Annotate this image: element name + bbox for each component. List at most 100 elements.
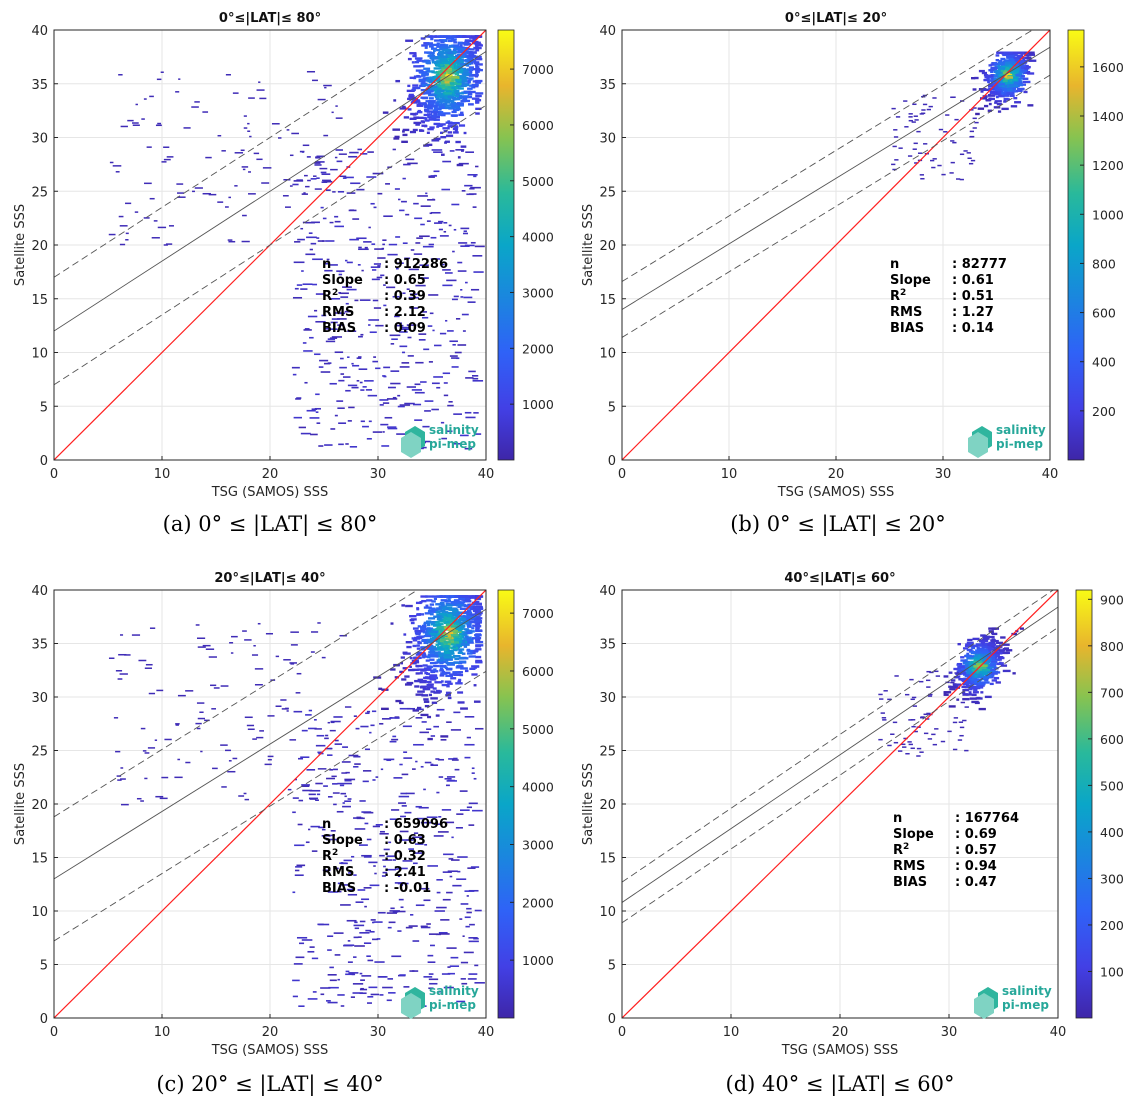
density-cell: [475, 606, 480, 610]
density-cell: [462, 640, 466, 643]
density-cell-sparse: [337, 782, 346, 785]
density-cell: [440, 131, 443, 135]
density-cell: [471, 665, 480, 668]
density-cell-sparse: [345, 771, 350, 774]
density-cell-sparse: [319, 167, 328, 170]
density-cell: [417, 668, 425, 671]
density-cell-sparse: [959, 178, 964, 181]
density-cell: [987, 109, 992, 112]
density-cell-sparse: [228, 760, 232, 762]
density-cell-sparse: [304, 174, 308, 177]
density-cell: [428, 651, 435, 654]
density-cell-sparse: [424, 410, 431, 412]
density-cell-sparse: [354, 921, 358, 924]
density-cell: [427, 737, 433, 741]
density-cell: [979, 653, 985, 656]
stat-value: : 0.09: [384, 321, 426, 336]
density-cell-sparse: [290, 631, 299, 633]
density-cell: [1022, 77, 1029, 80]
density-cell: [440, 631, 444, 634]
density-cell: [426, 683, 433, 687]
density-cell-sparse: [410, 914, 414, 916]
density-cell-sparse: [283, 659, 291, 661]
density-cell-sparse: [175, 723, 180, 725]
density-cell: [464, 39, 471, 42]
density-cell-sparse: [389, 334, 401, 337]
density-cell-sparse: [258, 81, 261, 83]
y-tick-label: 0: [608, 454, 616, 469]
logo-text-pi-mep: pi-mep: [996, 437, 1043, 451]
density-cell-sparse: [347, 384, 358, 387]
density-cell: [446, 68, 452, 72]
density-cell: [1014, 82, 1018, 85]
density-cell: [980, 676, 988, 680]
density-cell-sparse: [135, 103, 138, 106]
density-cell-sparse: [926, 108, 931, 111]
density-cell-sparse: [457, 344, 467, 346]
density-cell-sparse: [151, 237, 160, 239]
density-cell: [445, 620, 450, 624]
density-cell-sparse: [253, 645, 256, 647]
density-cell: [429, 674, 437, 677]
density-cell: [958, 669, 966, 673]
density-cell-sparse: [403, 163, 411, 166]
density-cell-sparse: [217, 134, 222, 137]
density-cell-sparse: [311, 850, 318, 852]
density-cell-sparse: [194, 101, 200, 103]
stat-label: RMS: [890, 305, 922, 320]
density-cell: [980, 642, 985, 645]
density-cell: [463, 645, 468, 648]
density-cell: [1000, 69, 1004, 73]
density-cell: [438, 50, 444, 53]
density-cell: [466, 77, 474, 80]
density-cell: [452, 630, 456, 633]
stat-value: : 0.39: [384, 289, 426, 304]
density-cell: [455, 51, 459, 54]
density-cell-sparse: [310, 825, 320, 828]
identity-line: [622, 30, 1050, 460]
density-cell: [443, 46, 451, 49]
density-cell-sparse: [316, 177, 320, 179]
density-cell-sparse: [473, 777, 477, 780]
density-cell: [406, 645, 412, 649]
density-cell: [457, 42, 463, 45]
density-cell: [1020, 75, 1025, 78]
density-cell-sparse: [340, 296, 349, 298]
density-cell-sparse: [176, 183, 184, 185]
density-cell: [987, 85, 995, 88]
density-cell: [458, 662, 463, 665]
density-cell-sparse: [316, 237, 320, 239]
density-cell: [414, 679, 421, 683]
density-cell: [943, 691, 952, 694]
density-cell-sparse: [438, 931, 448, 934]
density-cell-sparse: [382, 986, 393, 989]
density-cell-sparse: [463, 230, 467, 233]
density-cell: [1006, 83, 1011, 87]
density-cell: [975, 651, 982, 654]
density-cell-sparse: [398, 795, 410, 798]
density-cell: [439, 637, 447, 641]
density-cell: [973, 644, 978, 647]
density-cell-sparse: [364, 246, 368, 249]
density-cell-sparse: [256, 89, 265, 91]
density-cell: [1008, 57, 1016, 61]
density-cell: [426, 59, 431, 63]
density-cell: [451, 637, 457, 640]
density-cell-sparse: [360, 420, 365, 423]
density-cell-sparse: [325, 189, 331, 191]
density-cell-sparse: [415, 843, 424, 845]
density-cell: [965, 662, 970, 666]
density-cell-sparse: [314, 164, 322, 166]
density-cell-sparse: [436, 386, 441, 389]
density-cell: [1017, 81, 1021, 84]
density-cell: [446, 627, 455, 631]
density-cell: [452, 645, 456, 648]
density-cell-sparse: [243, 127, 248, 129]
density-cell: [444, 81, 450, 84]
density-cell: [972, 656, 978, 660]
density-cell-sparse: [333, 932, 344, 934]
density-cell-sparse: [296, 284, 303, 286]
density-cell: [972, 88, 977, 91]
density-cell: [430, 670, 434, 674]
density-cell: [453, 625, 457, 628]
